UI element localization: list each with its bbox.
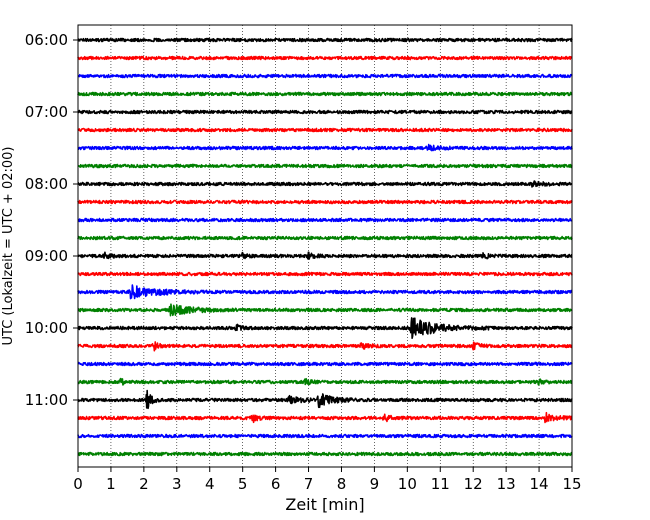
trace-0715 [77, 127, 573, 133]
x-tick-label: 2 [139, 475, 149, 493]
trace-1015 [77, 341, 573, 352]
trace-0845 [77, 235, 573, 241]
trace-0930 [77, 284, 573, 300]
trace-0830 [77, 217, 573, 223]
trace-1130 [77, 433, 573, 439]
x-tick-label: 4 [205, 475, 215, 493]
trace-1115 [77, 411, 573, 424]
x-tick-label: 5 [238, 475, 248, 493]
trace-1100 [77, 389, 573, 410]
y-tick-label: 07:00 [25, 103, 68, 121]
trace-0815 [77, 199, 573, 205]
trace-0900 [77, 251, 573, 260]
plot-frame [77, 24, 573, 468]
trace-0630 [77, 73, 573, 79]
trace-1145 [77, 451, 573, 457]
x-tick-label: 10 [398, 475, 417, 493]
x-tick-label: 9 [370, 475, 380, 493]
x-tick-label: 1 [106, 475, 116, 493]
x-tick-label: 0 [73, 475, 83, 493]
x-tick-label: 3 [172, 475, 182, 493]
x-tick-label: 15 [562, 475, 581, 493]
x-axis: 0 1 2 3 4 5 6 7 8 9 10 11 12 13 14 15 [73, 467, 582, 493]
y-axis-label: UTC (Lokalzeit = UTC + 02:00) [1, 147, 16, 346]
x-tick-label: 7 [304, 475, 314, 493]
y-tick-label: 11:00 [25, 391, 68, 409]
trace-1030 [77, 361, 573, 367]
trace-0800 [77, 180, 573, 188]
trace-0615 [77, 55, 573, 61]
trace-1000 [77, 317, 573, 339]
x-tick-label: 14 [530, 475, 549, 493]
trace-layer [77, 37, 573, 457]
trace-0915 [77, 271, 573, 277]
y-tick-label: 09:00 [25, 247, 68, 265]
trace-0700 [77, 109, 573, 115]
trace-0645 [77, 91, 573, 97]
y-tick-label: 06:00 [25, 31, 68, 49]
x-tick-label: 11 [431, 475, 450, 493]
x-tick-label: 6 [271, 475, 281, 493]
y-axis: 06:00 07:00 08:00 09:00 10:00 11:00 [25, 31, 78, 409]
trace-0745 [77, 163, 573, 169]
trace-0730 [77, 143, 573, 152]
x-axis-label: Zeit [min] [285, 495, 364, 514]
y-tick-label: 10:00 [25, 319, 68, 337]
trace-1045 [77, 377, 573, 386]
trace-0600 [77, 37, 573, 43]
x-tick-label: 8 [337, 475, 347, 493]
trace-0945 [77, 303, 573, 317]
x-tick-label: 12 [464, 475, 483, 493]
y-tick-label: 08:00 [25, 175, 68, 193]
x-tick-label: 13 [497, 475, 516, 493]
